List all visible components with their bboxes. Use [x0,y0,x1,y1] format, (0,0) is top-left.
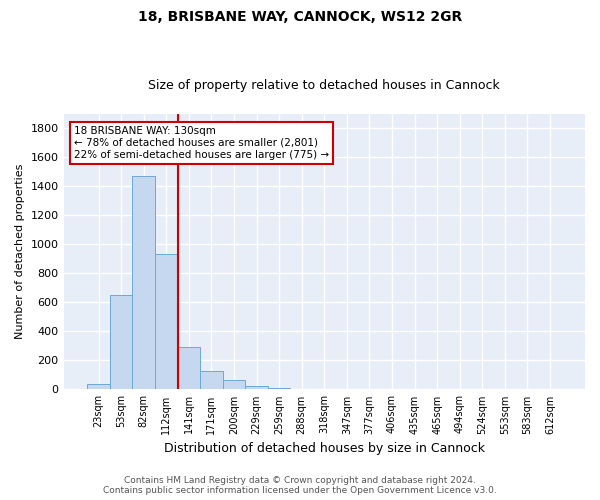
Bar [87,384,110,390]
X-axis label: Distribution of detached houses by size in Cannock: Distribution of detached houses by size … [164,442,485,455]
Text: 18, BRISBANE WAY, CANNOCK, WS12 2GR: 18, BRISBANE WAY, CANNOCK, WS12 2GR [138,10,462,24]
Bar [110,295,133,390]
Bar [200,371,223,390]
Bar [178,348,200,390]
Y-axis label: Number of detached properties: Number of detached properties [15,164,25,340]
Text: 18 BRISBANE WAY: 130sqm
← 78% of detached houses are smaller (2,801)
22% of semi: 18 BRISBANE WAY: 130sqm ← 78% of detache… [74,126,329,160]
Bar [290,388,313,390]
Bar [155,254,178,390]
Title: Size of property relative to detached houses in Cannock: Size of property relative to detached ho… [148,79,500,92]
Bar [268,388,290,390]
Bar [133,176,155,390]
Text: Contains HM Land Registry data © Crown copyright and database right 2024.
Contai: Contains HM Land Registry data © Crown c… [103,476,497,495]
Bar [245,386,268,390]
Bar [223,380,245,390]
